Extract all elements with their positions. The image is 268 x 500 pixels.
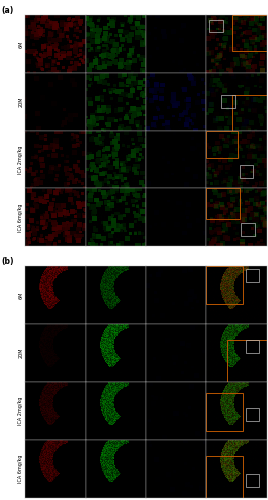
- Text: LC3: LC3: [73, 7, 83, 12]
- Bar: [245, 474, 259, 487]
- Bar: [232, 95, 267, 130]
- Bar: [245, 340, 259, 353]
- Bar: [241, 223, 255, 236]
- Text: 6M: 6M: [18, 292, 23, 299]
- Bar: [206, 456, 243, 498]
- Bar: [209, 20, 223, 32]
- Bar: [206, 394, 243, 431]
- Bar: [228, 340, 267, 382]
- Bar: [206, 130, 238, 158]
- Bar: [221, 95, 235, 108]
- Text: 20M: 20M: [18, 96, 23, 107]
- Bar: [240, 166, 253, 178]
- Text: Merged: Merged: [244, 7, 264, 12]
- Text: NeuN: NeuN: [129, 7, 144, 12]
- Text: ICA 2mg/kg: ICA 2mg/kg: [18, 396, 23, 425]
- Bar: [232, 15, 267, 51]
- Bar: [245, 408, 259, 420]
- Text: Merged: Merged: [244, 258, 264, 263]
- Bar: [206, 188, 240, 218]
- Text: 6M: 6M: [18, 40, 23, 48]
- Text: NeuN: NeuN: [129, 258, 144, 263]
- Text: DAPI: DAPI: [191, 258, 204, 263]
- Text: (a): (a): [2, 6, 14, 15]
- Text: ICA 2mg/kg: ICA 2mg/kg: [18, 146, 23, 174]
- Text: ICA 6mg/kg: ICA 6mg/kg: [18, 203, 23, 232]
- Text: 20M: 20M: [18, 348, 23, 358]
- Text: ICA 6mg/kg: ICA 6mg/kg: [18, 454, 23, 483]
- Bar: [245, 269, 259, 282]
- Text: (b): (b): [2, 258, 14, 266]
- Text: LC3: LC3: [73, 258, 83, 263]
- Text: DAPI: DAPI: [191, 7, 204, 12]
- Bar: [206, 266, 243, 304]
